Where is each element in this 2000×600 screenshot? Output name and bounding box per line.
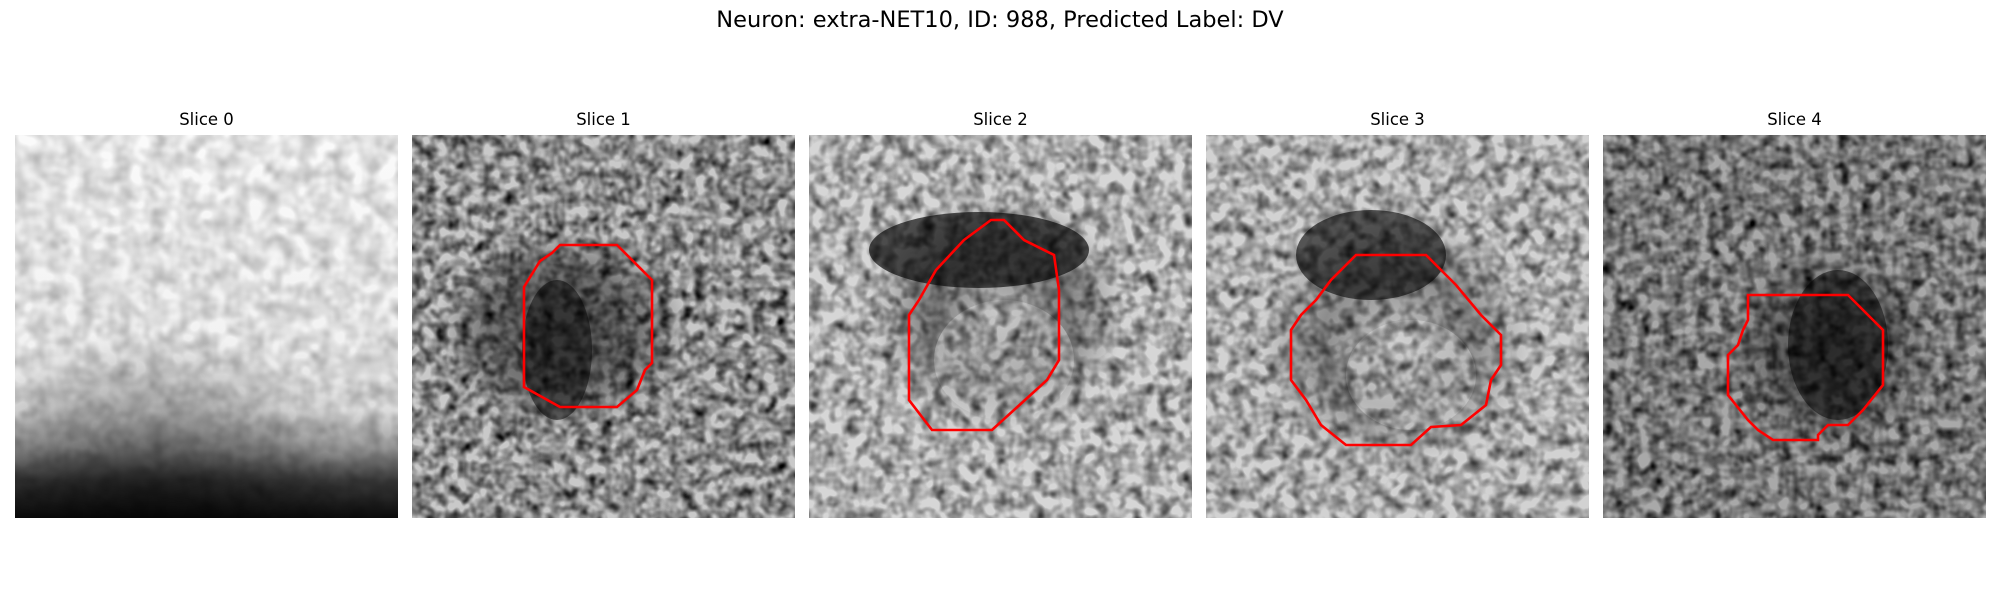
slice-title-3: Slice 3 [1370, 110, 1425, 129]
roi-contour-3 [1289, 253, 1503, 447]
slice-image-1 [412, 135, 795, 518]
slice-title-4: Slice 4 [1767, 110, 1822, 129]
roi-contour-2 [907, 218, 1061, 432]
figure-title: Neuron: extra-NET10, ID: 988, Predicted … [716, 7, 1284, 33]
slice-title-2: Slice 2 [973, 110, 1028, 129]
slice-title-1: Slice 1 [576, 110, 631, 129]
slice-image-4 [1603, 135, 1986, 518]
slice-image-0 [15, 135, 398, 518]
slice-image-3 [1206, 135, 1589, 518]
roi-contour-4 [1726, 293, 1885, 442]
slice-title-0: Slice 0 [179, 110, 234, 129]
roi-contour-1 [522, 243, 654, 409]
slice-image-2 [809, 135, 1192, 518]
